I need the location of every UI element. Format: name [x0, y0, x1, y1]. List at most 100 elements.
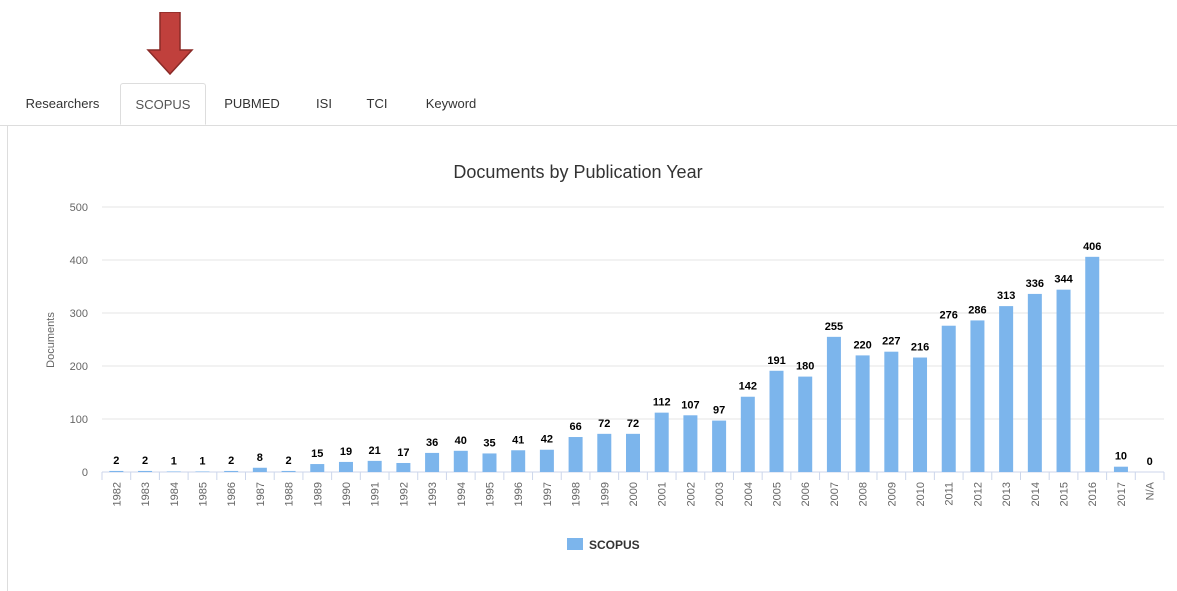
bar[interactable]	[511, 450, 526, 472]
x-tick-label: 1983	[140, 482, 152, 506]
bar[interactable]	[855, 355, 870, 472]
data-label: 336	[1026, 278, 1044, 290]
bar[interactable]	[425, 452, 440, 472]
data-label: 40	[455, 435, 467, 447]
bar[interactable]	[281, 470, 296, 472]
data-label: 41	[512, 434, 524, 446]
tab-bar: Researchers SCOPUS PUBMED ISI TCI Keywor…	[0, 83, 1177, 126]
data-label: 220	[853, 339, 871, 351]
tab-content-panel	[7, 125, 1177, 591]
x-tick-label: 2000	[628, 482, 640, 506]
x-tick-label: 2004	[743, 482, 755, 506]
bar[interactable]	[712, 420, 727, 472]
x-tick-label: 1994	[456, 482, 468, 506]
x-tick-label: 1986	[226, 482, 238, 506]
x-tick-label: 1999	[599, 482, 611, 506]
x-tick-label: 2011	[944, 482, 956, 506]
x-tick-label: 2009	[886, 482, 898, 506]
x-tick-label: 2001	[657, 482, 669, 506]
tab-tci[interactable]: TCI	[366, 96, 388, 111]
data-label: 180	[796, 361, 814, 373]
bar[interactable]	[913, 357, 928, 472]
bar[interactable]	[224, 470, 239, 472]
x-tick-label: 1991	[370, 482, 382, 506]
x-tick-label: 1982	[111, 482, 123, 506]
bar[interactable]	[138, 470, 153, 472]
x-tick-label: 2015	[1059, 482, 1071, 506]
y-tick-label: 100	[70, 414, 88, 426]
x-tick-label: 2017	[1116, 482, 1128, 506]
x-axis-labels: 1982 1983 1984 1985 1986 1987 1988 1989 1990 1991…	[101, 472, 1165, 506]
x-tick-label: 1992	[398, 482, 410, 506]
bar[interactable]	[884, 351, 899, 472]
x-tick-label: 1998	[571, 482, 583, 506]
data-label: 17	[397, 447, 409, 459]
bar[interactable]	[1113, 466, 1128, 472]
data-label: 66	[569, 421, 581, 433]
y-axis-title: Documents	[45, 312, 57, 368]
bar[interactable]	[1027, 293, 1042, 472]
y-tick-label: 200	[70, 361, 88, 373]
bar[interactable]	[568, 437, 583, 472]
bar[interactable]	[310, 464, 325, 472]
data-label: 227	[882, 336, 900, 348]
bar[interactable]	[252, 467, 267, 472]
bar[interactable]	[970, 320, 985, 472]
bar[interactable]	[597, 433, 612, 472]
bar[interactable]	[482, 453, 497, 472]
bar[interactable]	[941, 325, 956, 472]
data-label: 406	[1083, 241, 1101, 253]
x-tick-label: 2014	[1030, 482, 1042, 506]
y-axis-labels: 0 100 200 300 400 500	[70, 202, 88, 479]
bar[interactable]	[740, 396, 755, 472]
bar[interactable]	[798, 376, 813, 472]
bar[interactable]	[166, 471, 181, 472]
x-tick-label: 2012	[972, 482, 984, 506]
data-label: 2	[113, 455, 119, 467]
bar[interactable]	[626, 433, 640, 472]
data-label: 1	[199, 455, 205, 467]
x-tick-label: 2013	[1001, 482, 1013, 506]
bar[interactable]	[654, 412, 669, 472]
x-tick-label: 1995	[484, 482, 496, 506]
bar[interactable]	[367, 460, 382, 472]
x-tick-label: 1996	[513, 482, 525, 506]
bar[interactable]	[539, 449, 554, 472]
tab-researchers[interactable]: Researchers	[25, 96, 100, 111]
bar[interactable]	[826, 336, 841, 472]
data-label: 107	[681, 399, 699, 411]
x-tick-label: 1989	[312, 482, 324, 506]
tab-scopus[interactable]: SCOPUS	[120, 83, 206, 125]
tab-isi[interactable]: ISI	[316, 96, 332, 111]
x-tick-label: 2003	[714, 482, 726, 506]
bar[interactable]	[683, 415, 698, 472]
data-label: 313	[997, 290, 1015, 302]
bar[interactable]	[396, 462, 411, 472]
data-label: 112	[653, 397, 671, 409]
data-label: 216	[911, 342, 929, 354]
tab-pubmed[interactable]: PUBMED	[224, 96, 280, 111]
x-tick-label: 1997	[542, 482, 554, 506]
bars	[109, 256, 1128, 472]
data-label: 8	[257, 452, 263, 464]
bar[interactable]	[338, 461, 353, 472]
legend[interactable]: SCOPUS	[567, 538, 640, 552]
bar[interactable]	[453, 450, 468, 472]
x-tick-label: 2016	[1087, 482, 1099, 506]
data-label: 2	[228, 455, 234, 467]
data-label: 35	[483, 437, 495, 449]
bar[interactable]	[1056, 289, 1071, 472]
bar[interactable]	[769, 370, 784, 472]
data-label: 0	[1147, 456, 1153, 468]
bar[interactable]	[999, 306, 1014, 472]
x-tick-label: 2002	[685, 482, 697, 506]
x-tick-label: 1987	[255, 482, 267, 506]
bar[interactable]	[195, 471, 210, 472]
data-label: 72	[598, 418, 610, 430]
bar[interactable]	[109, 470, 124, 472]
x-tick-label: 1993	[427, 482, 439, 506]
tab-keyword[interactable]: Keyword	[425, 96, 477, 111]
bar[interactable]	[1085, 256, 1100, 472]
x-tick-label: 2005	[772, 482, 784, 506]
